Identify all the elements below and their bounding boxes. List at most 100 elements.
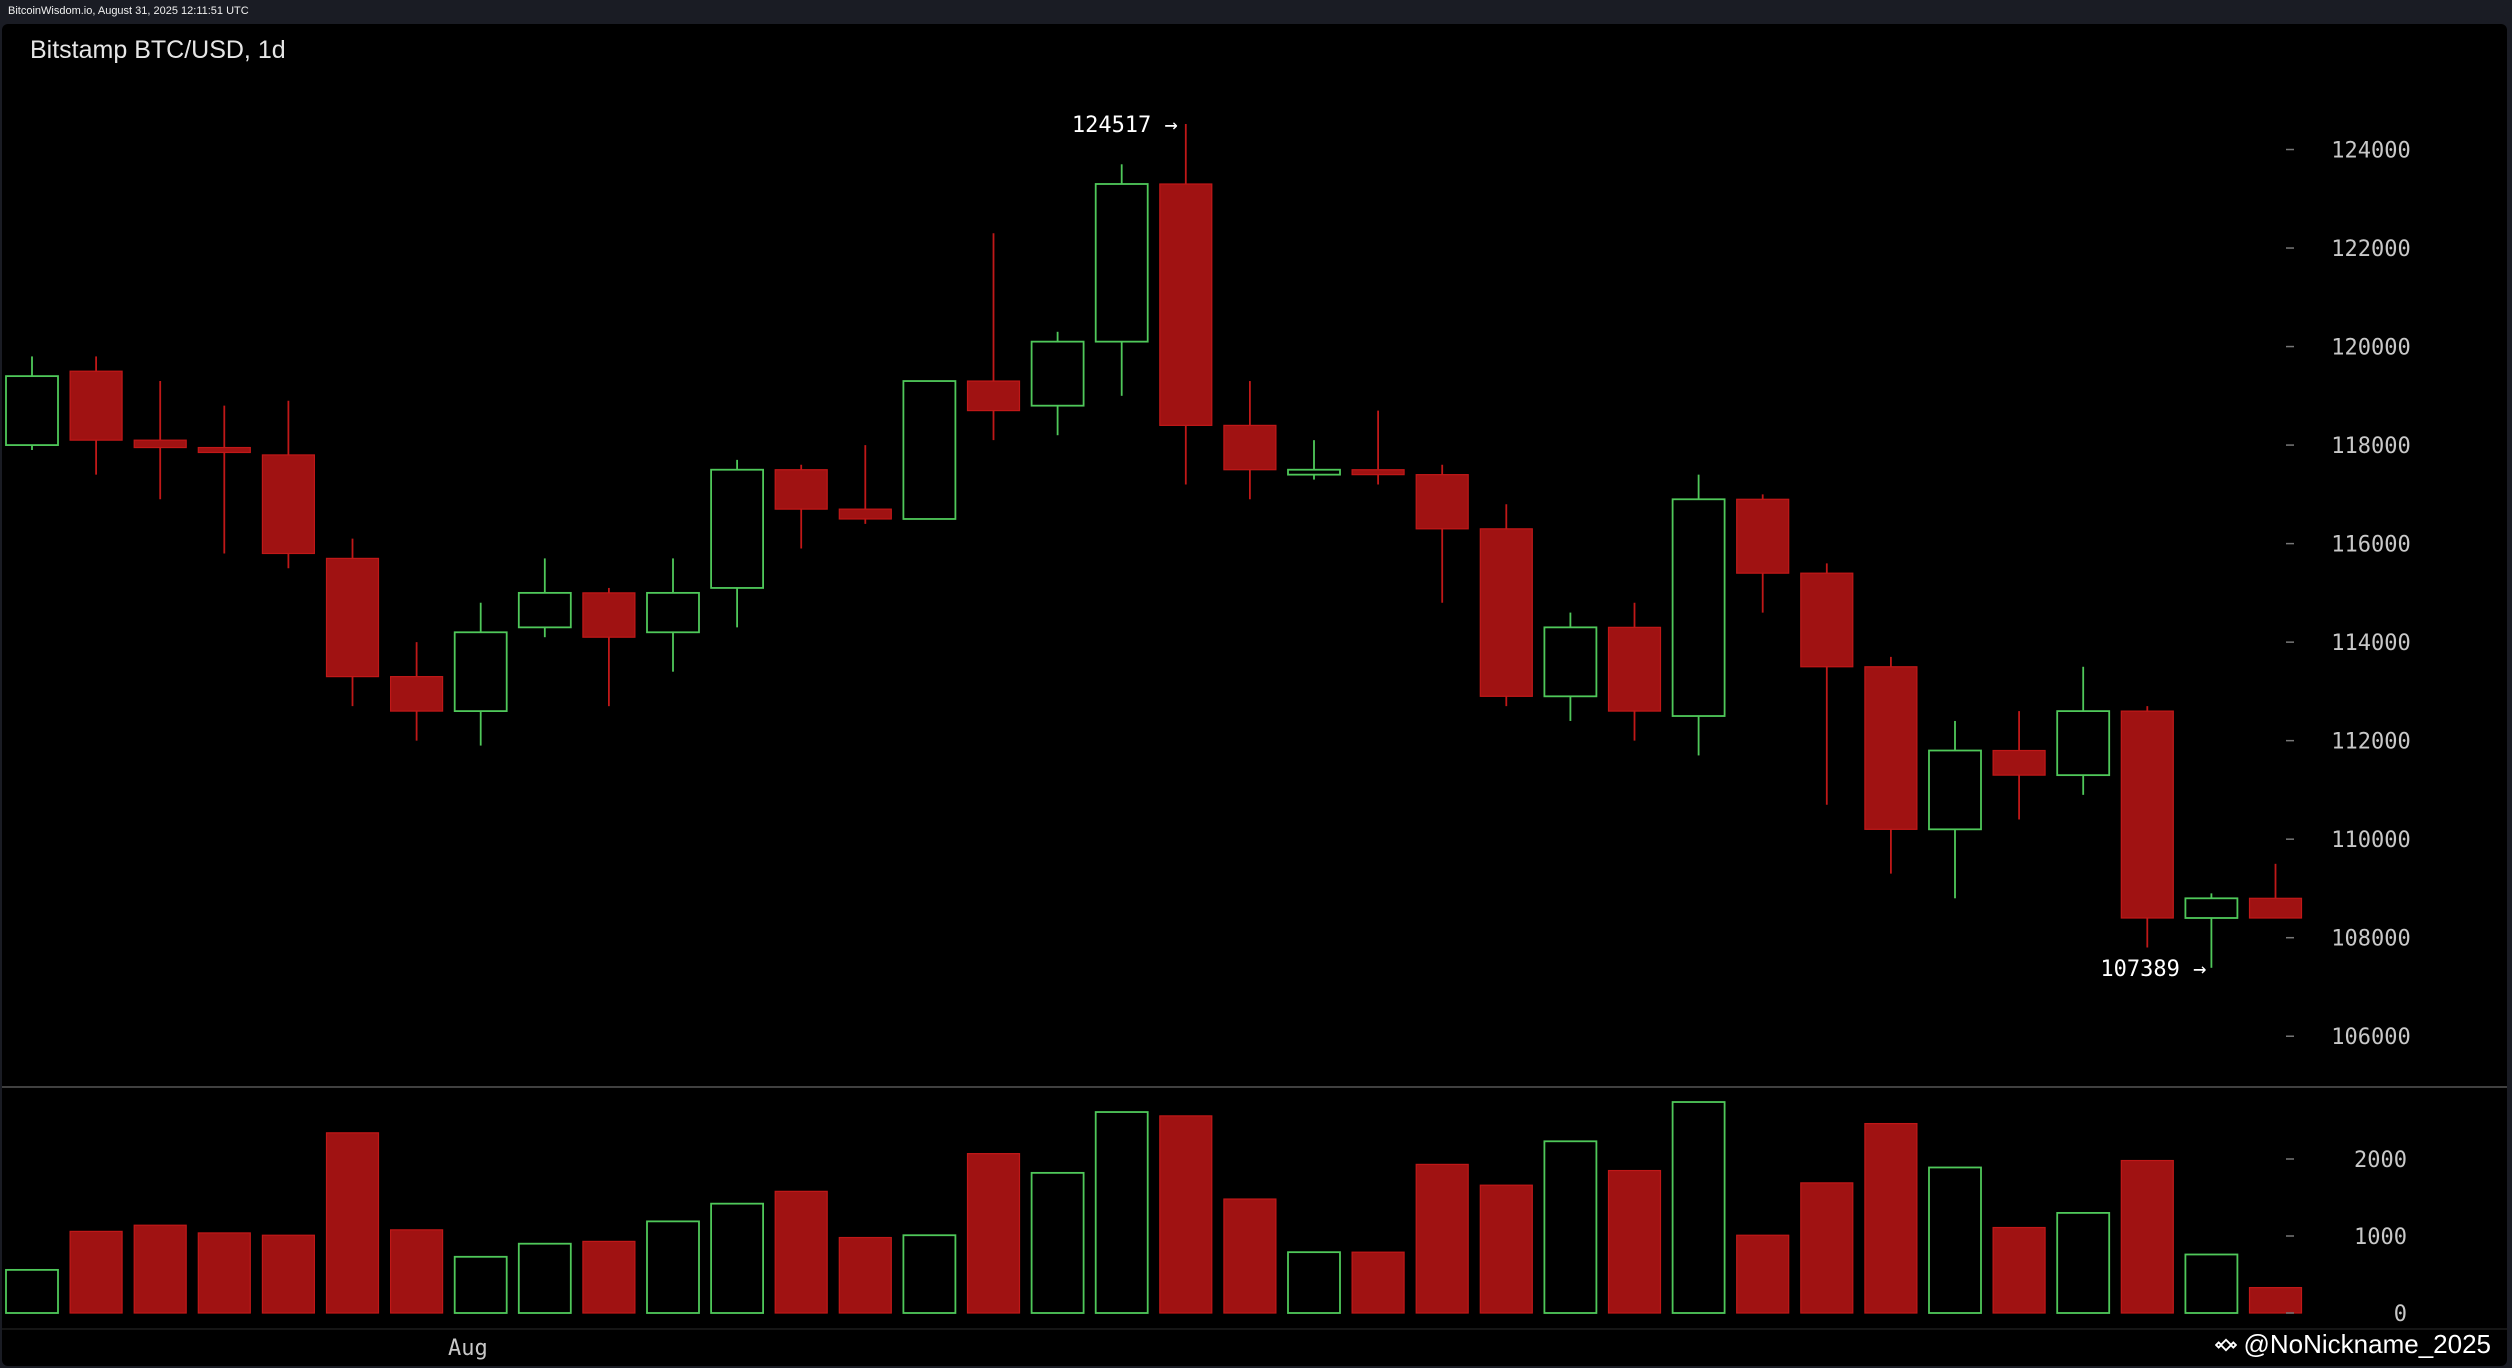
candle-body-up <box>1671 498 1726 717</box>
volume-bars-layer <box>5 1101 2303 1314</box>
price-tick-label: 112000 <box>2331 730 2410 755</box>
volume-bar-down <box>69 1230 123 1314</box>
volume-bar-down <box>1479 1184 1533 1314</box>
volume-bar-down <box>1159 1115 1213 1314</box>
price-tick-label: 116000 <box>2331 533 2410 558</box>
volume-bar-down <box>1864 1122 1918 1314</box>
candle-body-down <box>133 439 187 449</box>
volume-bar-down <box>325 1132 380 1314</box>
volume-bar-down <box>838 1236 892 1314</box>
candle-body-up <box>1928 749 1982 831</box>
candle-body-down <box>1159 183 1213 426</box>
candle-body-up <box>902 380 957 520</box>
candle-body-down <box>261 454 315 555</box>
volume-bar-up <box>1671 1101 1726 1314</box>
candle-body-down <box>1351 469 1405 476</box>
volume-bar-up <box>902 1234 957 1314</box>
price-tick-label: 114000 <box>2331 631 2410 656</box>
candle-body-down <box>390 676 444 712</box>
time-axis: Aug <box>448 1336 488 1361</box>
volume-bar-down <box>966 1153 1021 1314</box>
price-annotation: 124517 → <box>1072 113 1178 138</box>
price-tick-label: 118000 <box>2331 434 2410 459</box>
volume-bar-up <box>1287 1251 1341 1314</box>
volume-bar-down <box>1415 1163 1469 1314</box>
candle-body-down <box>1479 528 1533 697</box>
price-tick-label: 120000 <box>2331 336 2410 361</box>
volume-bar-up <box>5 1268 59 1314</box>
candle-body-down <box>838 508 892 520</box>
price-axis: 106000 108000 110000 112000 114000 116000 1180… <box>2286 139 2411 1050</box>
volume-bar-up <box>2184 1253 2239 1314</box>
volume-bar-up <box>1928 1166 1982 1314</box>
candle-body-down <box>325 557 380 678</box>
candles-layer <box>5 124 2303 968</box>
volume-bar-down <box>1992 1226 2046 1314</box>
volume-bar-down <box>197 1232 251 1314</box>
price-tick-label: 108000 <box>2331 927 2410 952</box>
volume-bar-down <box>1223 1198 1277 1314</box>
candle-body-down <box>1736 498 1790 574</box>
candle-body-up <box>1030 340 1085 407</box>
candle-body-down <box>1800 572 1854 668</box>
candle-body-up <box>517 591 572 629</box>
annotations-layer: 124517 → 107389 → <box>1072 113 2207 982</box>
candle-body-up <box>2184 897 2239 919</box>
volume-bar-up <box>1543 1140 1598 1314</box>
top-info-bar: BitcoinWisdom.io, August 31, 2025 12:11:… <box>0 0 2512 24</box>
volume-bar-down <box>1800 1182 1854 1314</box>
candle-body-down <box>1864 666 1918 830</box>
volume-tick-label: 2000 <box>2354 1148 2407 1173</box>
volume-bar-down <box>2248 1286 2303 1314</box>
time-label: Aug <box>448 1336 488 1361</box>
volume-bar-down <box>1607 1169 1662 1314</box>
candle-body-up <box>646 591 700 634</box>
grid-layer <box>2 1086 2507 1330</box>
volume-bar-up <box>1094 1111 1149 1314</box>
volume-bar-up <box>710 1202 764 1314</box>
volume-bar-down <box>390 1229 444 1314</box>
candle-body-up <box>453 631 508 713</box>
volume-bar-down <box>1351 1251 1405 1314</box>
price-annotation: 107389 → <box>2100 957 2206 982</box>
candlestick-chart: 106000 108000 110000 112000 114000 116000 1180… <box>2 113 2507 1361</box>
volume-bar-down <box>2120 1159 2174 1314</box>
volume-bar-up <box>2056 1212 2111 1314</box>
binance-logo-icon <box>2215 1338 2238 1351</box>
volume-bar-down <box>582 1240 636 1314</box>
candle-body-up <box>5 375 59 446</box>
candle-body-down <box>1992 749 2046 776</box>
watermark: @NoNickname_2025 <box>2215 1329 2491 1360</box>
watermark-handle: @NoNickname_2025 <box>2243 1329 2491 1359</box>
volume-axis: 0 1000 2000 <box>2286 1148 2407 1327</box>
volume-tick-label: 1000 <box>2354 1225 2407 1250</box>
price-tick-label: 122000 <box>2331 237 2410 262</box>
candle-body-down <box>2248 897 2303 919</box>
candle-body-down <box>1223 424 1277 471</box>
candle-body-up <box>1543 626 1598 698</box>
volume-bar-up <box>453 1255 508 1314</box>
candle-body-up <box>710 468 764 589</box>
candle-body-down <box>1415 474 1469 530</box>
candle-body-down <box>582 592 636 638</box>
volume-tick-label: 0 <box>2394 1302 2407 1327</box>
source-timestamp: BitcoinWisdom.io, August 31, 2025 12:11:… <box>8 5 249 17</box>
candle-body-down <box>1607 626 1662 712</box>
volume-bar-down <box>774 1190 828 1314</box>
volume-bar-up <box>517 1242 572 1314</box>
candle-body-down <box>197 446 251 454</box>
volume-bar-down <box>1736 1234 1790 1314</box>
candle-body-down <box>774 469 828 510</box>
volume-bar-down <box>133 1224 187 1314</box>
volume-bar-up <box>1030 1171 1085 1314</box>
candle-body-up <box>2056 710 2111 777</box>
price-tick-label: 106000 <box>2331 1025 2410 1050</box>
price-tick-label: 110000 <box>2331 828 2410 853</box>
price-tick-label: 124000 <box>2331 139 2410 164</box>
candle-body-down <box>2120 710 2174 919</box>
volume-bar-up <box>646 1220 700 1314</box>
candle-body-down <box>69 370 123 441</box>
chart-frame: 106000 108000 110000 112000 114000 116000 1180… <box>2 24 2507 1366</box>
candle-body-up <box>1094 183 1149 343</box>
chart-title: Bitstamp BTC/USD, 1d <box>30 36 286 64</box>
